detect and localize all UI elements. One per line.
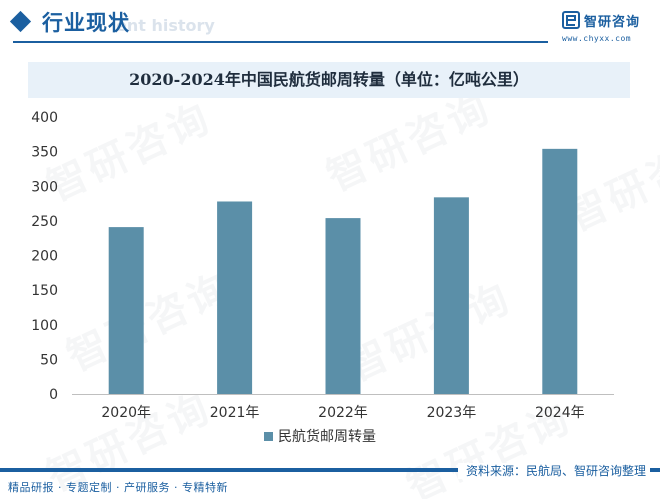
chart-title-band: 2020-2024年中国民航货邮周转量（单位：亿吨公里） [28,62,630,98]
y-tick-label: 200 [31,249,58,265]
logo-url: www.chyxx.com [562,34,632,43]
header-ghost-text: ent history [116,16,215,35]
bar-1 [108,227,144,394]
source-note: 资料来源：民航局、智研咨询整理 [457,463,650,479]
logo-icon [562,11,580,29]
footer-bar [0,468,660,472]
x-tick-label: 2024年 [535,405,585,421]
brand-logo: 智研咨询 www.chyxx.com [562,11,658,47]
bar-3 [325,218,361,394]
y-tick-label: 50 [40,352,58,368]
footer-tagline: 精品研报 · 专题定制 · 产研服务 · 专精特新 [8,481,228,494]
legend-swatch [264,432,273,441]
logo-name: 智研咨询 [584,15,641,30]
bar-2 [217,201,253,394]
y-tick-label: 400 [31,110,58,126]
y-tick-label: 150 [31,283,58,299]
y-tick-label: 0 [49,387,58,403]
page-header: ent history 行业现状 智研咨询 www.chyxx.com [0,0,660,46]
section-title: 行业现状 [42,11,130,35]
bar-5 [542,148,578,394]
x-tick-label: 2023年 [427,405,477,421]
y-tick-label: 350 [31,145,58,161]
x-tick-label: 2022年 [318,405,368,421]
y-tick-label: 100 [31,318,58,334]
header-divider [13,41,548,43]
x-tick-label: 2020年 [101,405,151,421]
bar-4 [433,197,469,394]
chart-title: 2020-2024年中国民航货邮周转量（单位：亿吨公里） [129,70,529,89]
y-tick-label: 300 [31,179,58,195]
y-tick-label: 250 [31,214,58,230]
x-tick-label: 2021年 [210,405,260,421]
legend-label: 民航货邮周转量 [278,428,376,445]
